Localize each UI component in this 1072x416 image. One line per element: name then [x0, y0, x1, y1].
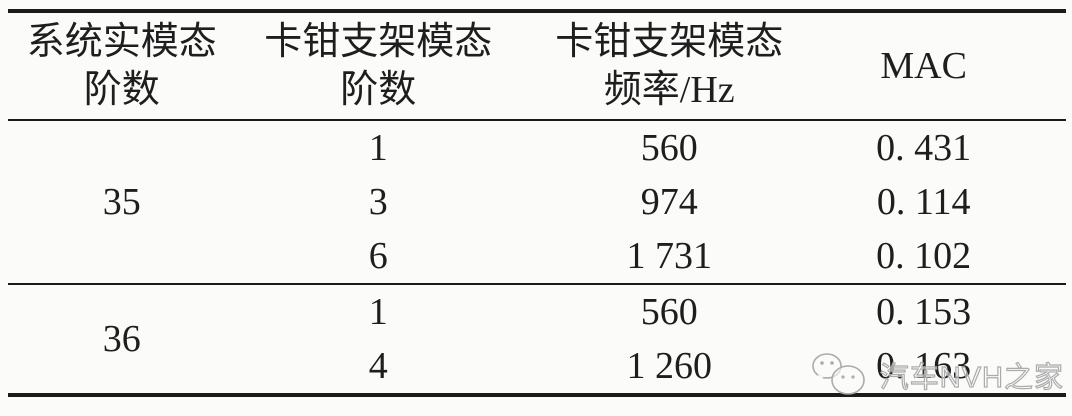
cell-mac: 0. 102	[876, 235, 972, 277]
header-bracket-mode-frequency-line1: 卡钳支架模态	[555, 21, 784, 63]
cell-bracket-order: 1	[368, 291, 388, 333]
table-row: 3 974 0. 114	[8, 175, 1066, 229]
cell-bracket-order: 6	[368, 235, 388, 277]
modal-mac-table-wrap: 系统实模态 阶数 卡钳支架模态 阶数 卡钳支架模态 频率/Hz MAC	[8, 9, 1066, 397]
header-mac-label: MAC	[880, 45, 967, 87]
modal-mac-table: 系统实模态 阶数 卡钳支架模态 阶数 卡钳支架模态 频率/Hz MAC	[8, 9, 1066, 397]
cell-frequency: 1 260	[626, 345, 712, 387]
table-row: 36 1 560 0. 153	[8, 284, 1066, 360]
table-group-mode-36: 36 1 560 0. 153 4 1 260 0. 163	[8, 284, 1066, 395]
header-bracket-mode-frequency: 卡钳支架模态 频率/Hz	[521, 11, 817, 120]
cell-system-mode-order: 35	[102, 181, 141, 223]
table-row: 6 1 731 0. 102	[8, 229, 1066, 284]
header-bracket-mode-order: 卡钳支架模态 阶数	[235, 11, 521, 120]
header-system-mode-order-line1: 系统实模态	[26, 21, 217, 63]
header-bracket-mode-frequency-line2: 频率/Hz	[603, 69, 735, 111]
table-header: 系统实模态 阶数 卡钳支架模态 阶数 卡钳支架模态 频率/Hz MAC	[8, 11, 1066, 120]
cell-bracket-order: 4	[368, 345, 388, 387]
cell-frequency: 974	[640, 181, 698, 223]
cell-mac: 0. 431	[876, 127, 972, 169]
table-row: 4 1 260 0. 163	[8, 339, 1066, 395]
header-row: 系统实模态 阶数 卡钳支架模态 阶数 卡钳支架模态 频率/Hz MAC	[8, 11, 1066, 120]
header-system-mode-order: 系统实模态 阶数	[8, 11, 235, 120]
header-bracket-mode-order-line2: 阶数	[340, 69, 417, 111]
cell-frequency: 560	[640, 291, 698, 333]
cell-mac: 0. 163	[876, 345, 972, 387]
cell-bracket-order: 1	[368, 127, 388, 169]
cell-system-mode-order: 36	[102, 318, 141, 360]
cell-mac: 0. 114	[876, 181, 971, 223]
header-bracket-mode-order-line1: 卡钳支架模态	[264, 21, 493, 63]
cell-mac: 0. 153	[876, 291, 972, 333]
cell-bracket-order: 3	[368, 181, 388, 223]
header-system-mode-order-line2: 阶数	[83, 69, 160, 111]
header-mac: MAC	[817, 11, 1066, 120]
cell-frequency: 1 731	[626, 235, 712, 277]
table-group-mode-35: 35 1 560 0. 431 3 974 0. 114 6 1 731 0. …	[8, 120, 1066, 284]
cell-frequency: 560	[640, 127, 698, 169]
table-row: 35 1 560 0. 431	[8, 120, 1066, 223]
